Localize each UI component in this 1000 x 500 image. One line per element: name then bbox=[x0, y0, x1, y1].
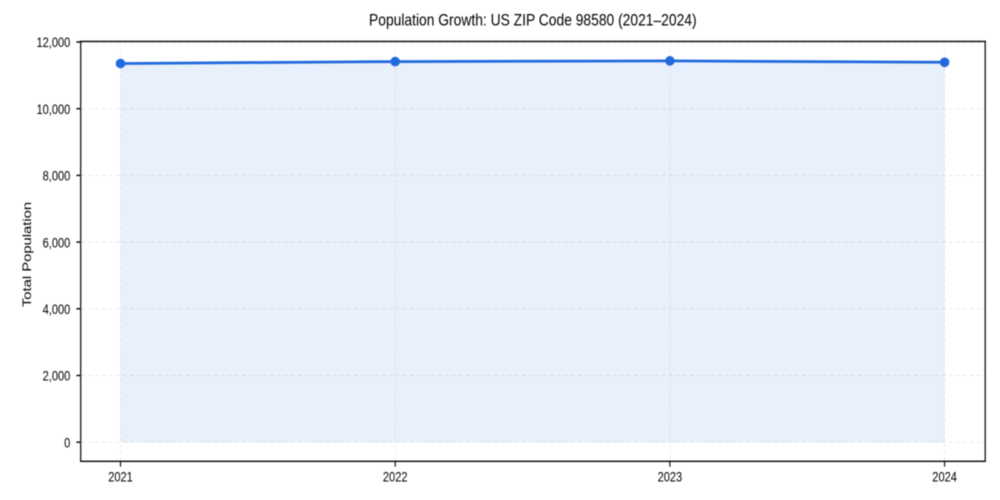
svg-text:10,000: 10,000 bbox=[36, 101, 70, 118]
svg-text:2023: 2023 bbox=[658, 468, 683, 485]
svg-text:0: 0 bbox=[64, 434, 70, 451]
svg-text:2024: 2024 bbox=[932, 468, 957, 485]
svg-text:Population Growth: US ZIP Code: Population Growth: US ZIP Code 98580 (20… bbox=[369, 11, 697, 30]
svg-text:2021: 2021 bbox=[108, 468, 133, 485]
svg-text:4,000: 4,000 bbox=[43, 301, 71, 318]
svg-text:6,000: 6,000 bbox=[43, 234, 71, 251]
svg-text:8,000: 8,000 bbox=[43, 167, 71, 184]
svg-text:2022: 2022 bbox=[383, 468, 408, 485]
svg-text:12,000: 12,000 bbox=[36, 34, 70, 51]
svg-text:2,000: 2,000 bbox=[43, 367, 71, 384]
svg-text:Total Population: Total Population bbox=[21, 202, 34, 307]
